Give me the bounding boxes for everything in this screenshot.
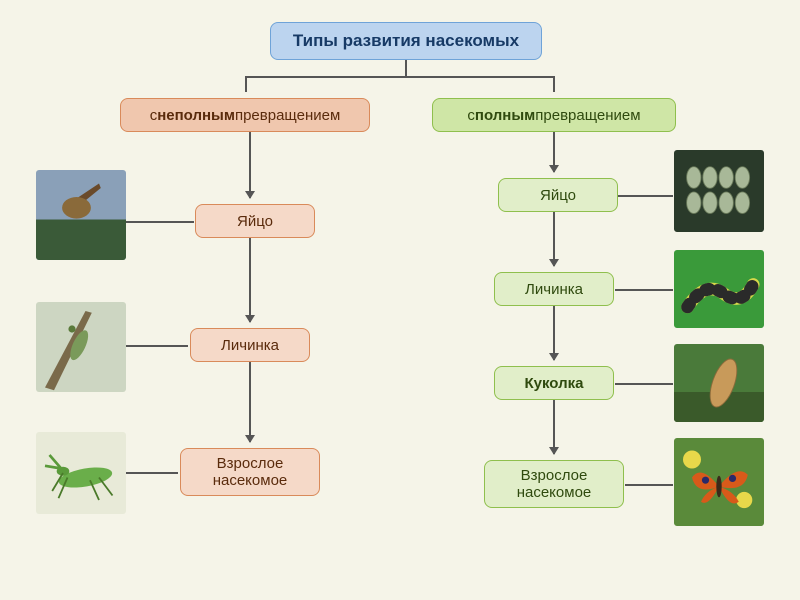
stage-image	[674, 150, 764, 232]
connector	[245, 76, 247, 92]
branch-header-bold: неполным	[157, 107, 235, 124]
arrow-down	[553, 132, 555, 172]
stage-image	[674, 438, 764, 526]
branch-header-bold: полным	[475, 107, 535, 124]
stage-image	[36, 170, 126, 260]
branch-header-post: превращением	[235, 107, 340, 124]
stage-box: Личинка	[190, 328, 310, 362]
stage-box: Личинка	[494, 272, 614, 306]
stage-image	[36, 432, 126, 514]
connector	[615, 383, 673, 385]
arrow-down	[553, 306, 555, 360]
connector	[625, 484, 673, 486]
arrow-down	[553, 400, 555, 454]
stage-image	[674, 344, 764, 422]
connector	[553, 76, 555, 92]
connector	[615, 289, 673, 291]
stage-box: Взрослое насекомое	[180, 448, 320, 496]
connector	[405, 60, 407, 76]
branch-header-post: превращением	[535, 107, 640, 124]
diagram-title: Типы развития насекомых	[270, 22, 542, 60]
connector	[609, 195, 673, 197]
stage-box: Куколка	[494, 366, 614, 400]
branch-header-pre: с	[467, 107, 475, 124]
branch-header-pre: с	[150, 107, 158, 124]
stage-box: Взрослое насекомое	[484, 460, 624, 508]
arrow-down	[553, 212, 555, 266]
stage-image	[36, 302, 126, 392]
arrow-down	[249, 132, 251, 198]
stage-box: Яйцо	[195, 204, 315, 238]
branch-header-left: с неполным превращением	[120, 98, 370, 132]
arrow-down	[249, 362, 251, 442]
branch-header-right: с полным превращением	[432, 98, 676, 132]
connector	[126, 345, 188, 347]
arrow-down	[249, 238, 251, 322]
stage-box: Яйцо	[498, 178, 618, 212]
connector	[126, 472, 178, 474]
diagram-canvas: Типы развития насекомых с неполным превра…	[0, 0, 800, 600]
connector	[245, 76, 553, 78]
connector	[126, 221, 194, 223]
stage-image	[674, 250, 764, 328]
